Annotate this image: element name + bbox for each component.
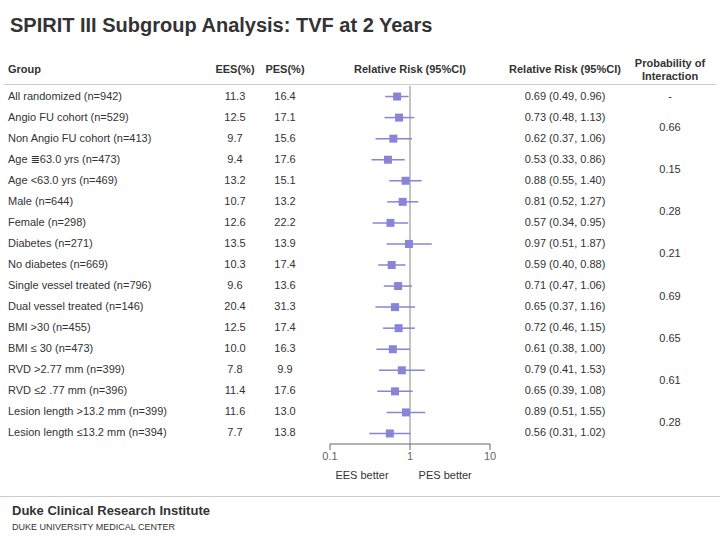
html-text:0.97 (0.51, 1.87): 0.97 (0.51, 1.87): [524, 237, 606, 250]
html-text:17.6: 17.6: [274, 153, 296, 166]
html-text:No diabetes (n=669): No diabetes (n=669): [8, 258, 108, 271]
html-text:0.61: 0.61: [659, 374, 681, 387]
html-text:0.65 (0.39, 1.08): 0.65 (0.39, 1.08): [524, 384, 606, 397]
html-text:RVD ≤2 .77 mm (n=396): RVD ≤2 .77 mm (n=396): [8, 384, 128, 397]
html-text:Angio FU cohort (n=529): Angio FU cohort (n=529): [8, 111, 129, 123]
html-text:31.3: 31.3: [274, 300, 296, 313]
html-text:17.4: 17.4: [274, 258, 296, 271]
html-text:11.6: 11.6: [224, 405, 246, 418]
html-text:13.2: 13.2: [274, 195, 296, 208]
html-text:16.3: 16.3: [274, 342, 296, 355]
html-text:PES better: PES better: [418, 469, 472, 482]
html-text:12.5: 12.5: [224, 111, 246, 123]
html-text:0.69: 0.69: [659, 290, 681, 302]
html-text:0.66: 0.66: [659, 121, 681, 134]
html-text:12.5: 12.5: [224, 321, 246, 334]
html-text:All randomized (n=942): All randomized (n=942): [8, 89, 122, 102]
html-text:0.57 (0.34, 0.95): 0.57 (0.34, 0.95): [524, 216, 606, 229]
html-text:13.0: 13.0: [274, 405, 296, 418]
html-text:Dual vessel treated (n=146): Dual vessel treated (n=146): [8, 300, 144, 313]
html-text:Relative Risk (95%CI): Relative Risk (95%CI): [354, 63, 466, 76]
html-text:0.69 (0.49, 0.96): 0.69 (0.49, 0.96): [524, 89, 606, 102]
html-text:Female (n=298): Female (n=298): [8, 216, 86, 229]
svg-text:1: 1: [407, 450, 413, 462]
html-text:Male (n=644): Male (n=644): [8, 195, 74, 208]
html-text:15.6: 15.6: [274, 132, 296, 144]
html-text:RVD >2.77 mm (n=399): RVD >2.77 mm (n=399): [8, 363, 125, 376]
html-text:10.7: 10.7: [224, 195, 246, 208]
html-text:16.4: 16.4: [274, 89, 296, 102]
html-text:0.15: 0.15: [659, 163, 681, 176]
html-text:13.5: 13.5: [224, 237, 246, 250]
html-text:20.4: 20.4: [224, 300, 246, 313]
html-text:Single vessel treated (n=796): Single vessel treated (n=796): [8, 279, 152, 292]
svg-text:10: 10: [484, 450, 496, 462]
html-text:0.65 (0.37, 1.16): 0.65 (0.37, 1.16): [524, 300, 606, 313]
html-text:DUKE UNIVERSITY MEDICAL CENTER: DUKE UNIVERSITY MEDICAL CENTER: [12, 522, 175, 532]
html-text:9.6: 9.6: [227, 279, 243, 292]
html-text:9.9: 9.9: [277, 363, 293, 376]
html-text:22.2: 22.2: [274, 216, 296, 229]
html-text:Diabetes (n=271): Diabetes (n=271): [8, 237, 93, 250]
html-text:0.73 (0.48, 1.13): 0.73 (0.48, 1.13): [524, 111, 606, 123]
html-text:Age ≣63.0 yrs (n=473): Age ≣63.0 yrs (n=473): [8, 153, 121, 166]
html-text:7.8: 7.8: [227, 363, 243, 376]
html-text:Duke Clinical Research Institu: Duke Clinical Research Institute: [12, 503, 210, 518]
html-text:EES better: EES better: [335, 469, 389, 482]
html-text:13.8: 13.8: [274, 426, 296, 439]
html-text:BMI >30 (n=455): BMI >30 (n=455): [8, 321, 91, 334]
html-text:13.6: 13.6: [274, 279, 296, 292]
html-text:Probability of Interaction: Probability of Interaction: [634, 56, 706, 82]
svg-text:0.1: 0.1: [322, 450, 337, 462]
html-text:PES(%): PES(%): [265, 63, 305, 76]
html-text:0.81 (0.52, 1.27): 0.81 (0.52, 1.27): [524, 195, 606, 208]
html-text:Non Angio FU cohort (n=413): Non Angio FU cohort (n=413): [8, 132, 152, 144]
html-text:0.21: 0.21: [659, 247, 681, 260]
html-text:Lesion length ≤13.2 mm (n=394): Lesion length ≤13.2 mm (n=394): [8, 426, 167, 439]
html-text:7.7: 7.7: [227, 426, 243, 439]
html-text:0.61 (0.38, 1.00): 0.61 (0.38, 1.00): [524, 342, 606, 355]
html-text:0.88 (0.55, 1.40): 0.88 (0.55, 1.40): [524, 174, 606, 187]
html-text:17.6: 17.6: [274, 384, 296, 397]
html-text:0.28: 0.28: [659, 205, 681, 218]
html-text:Group: Group: [8, 63, 41, 76]
html-text:Relative Risk (95%CI): Relative Risk (95%CI): [509, 63, 621, 76]
html-text:11.4: 11.4: [224, 384, 246, 397]
html-text:0.28: 0.28: [659, 416, 681, 429]
html-text:0.71 (0.47, 1.06): 0.71 (0.47, 1.06): [524, 279, 606, 292]
html-text:9.7: 9.7: [227, 132, 243, 144]
html-text:0.56 (0.31, 1.02): 0.56 (0.31, 1.02): [524, 426, 606, 439]
html-text:Lesion length >13.2 mm (n=399): Lesion length >13.2 mm (n=399): [8, 405, 167, 418]
html-text:0.53 (0.33, 0.86): 0.53 (0.33, 0.86): [524, 153, 606, 166]
html-text:Age <63.0 yrs (n=469): Age <63.0 yrs (n=469): [8, 174, 118, 187]
html-text:13.2: 13.2: [224, 174, 246, 187]
html-text:0.89 (0.51, 1.55): 0.89 (0.51, 1.55): [524, 405, 606, 418]
html-text:10.0: 10.0: [224, 342, 246, 355]
html-text:17.1: 17.1: [274, 111, 296, 123]
html-text:0.72 (0.46, 1.15): 0.72 (0.46, 1.15): [524, 321, 606, 334]
html-text:EES(%): EES(%): [215, 63, 255, 76]
html-text:BMI ≤ 30 (n=473): BMI ≤ 30 (n=473): [8, 342, 94, 355]
html-text:9.4: 9.4: [227, 153, 243, 166]
html-text:0.62 (0.37, 1.06): 0.62 (0.37, 1.06): [524, 132, 606, 144]
html-text:10.3: 10.3: [224, 258, 246, 271]
html-text:12.6: 12.6: [224, 216, 246, 229]
html-text:17.4: 17.4: [274, 321, 296, 334]
html-text:0.65: 0.65: [659, 332, 681, 345]
html-text:SPIRIT III Subgroup Analysis:: SPIRIT III Subgroup Analysis: TVF at 2 Y…: [10, 13, 433, 36]
html-text:11.3: 11.3: [224, 89, 246, 102]
html-text:0.79 (0.41, 1.53): 0.79 (0.41, 1.53): [524, 363, 606, 376]
html-text:0.59 (0.40, 0.88): 0.59 (0.40, 0.88): [524, 258, 606, 271]
html-text:15.1: 15.1: [274, 174, 296, 187]
html-text:13.9: 13.9: [274, 237, 296, 250]
